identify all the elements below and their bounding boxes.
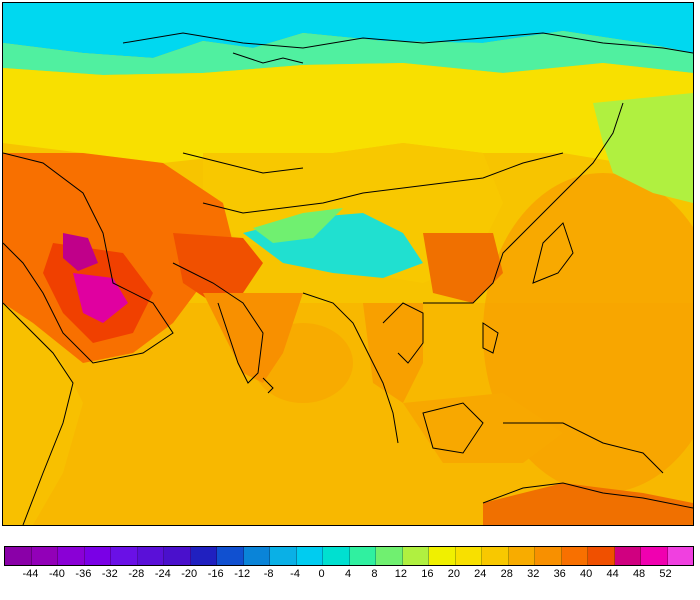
southeast-asia-land: [363, 303, 423, 403]
colorbar-segment: [535, 547, 562, 565]
colorbar-segment: [614, 547, 641, 565]
colorbar-segment: [376, 547, 403, 565]
colorbar-tick-label: 4: [344, 568, 352, 580]
colorbar-segment: [667, 547, 693, 565]
colorbar-segment: [482, 547, 509, 565]
kamchatka-cool: [593, 93, 693, 203]
colorbar-segment: [323, 547, 350, 565]
coastlines: [3, 32, 693, 525]
maritime-continent: [403, 393, 563, 463]
colorbar-segment: [561, 547, 588, 565]
colorbar-tick-label: -8: [263, 568, 274, 580]
temperature-map: [2, 2, 694, 526]
arctic-zone: [3, 3, 693, 58]
pakistan-india-hot: [173, 233, 263, 303]
colorbar-tick-label: 40: [580, 568, 593, 580]
australia-land: [483, 483, 693, 525]
colorbar-tick-label: -24: [154, 568, 171, 580]
colorbar-segment: [455, 547, 482, 565]
colorbar-segment: [217, 547, 244, 565]
colorbar-tick-label: 52: [659, 568, 672, 580]
iraq-extreme: [63, 233, 98, 271]
west-pacific-warm-pool: [483, 173, 693, 493]
colorbar-segment: [588, 547, 615, 565]
colorbar-segment: [641, 547, 668, 565]
colorbar-tick-label: -36: [75, 568, 92, 580]
subarctic-zone: [3, 31, 693, 75]
colorbar-segment: [349, 547, 376, 565]
colorbar-segment: [84, 547, 111, 565]
colorbar-segment: [111, 547, 138, 565]
colorbar-segment: [296, 547, 323, 565]
east-china-hot: [423, 233, 503, 303]
colorbar-tick-label: 44: [606, 568, 619, 580]
colorbar-tick-label: 20: [447, 568, 460, 580]
colorbar-tick-label: 12: [394, 568, 408, 580]
colorbar-tick-label: 8: [371, 568, 378, 580]
colorbar-tick-label: -20: [181, 568, 198, 580]
colorbar-segment: [243, 547, 270, 565]
colorbar-tick-label: 16: [421, 568, 434, 580]
north-asia-land: [3, 63, 693, 183]
colorbar-tick-label: -12: [234, 568, 251, 580]
africa-land: [3, 303, 83, 525]
tibet-edge: [253, 208, 343, 243]
colorbar-tick-label: 36: [553, 568, 566, 580]
colorbar-tick-label: 28: [500, 568, 513, 580]
colorbar-tick-label: 32: [527, 568, 540, 580]
colorbar-segment: [137, 547, 164, 565]
colorbar-segment: [5, 547, 32, 565]
colorbar-tick-labels: -44 -40 -36 -32 -28 -24 -20 -16 -12 -8 -4 0 4 8 12 16 20…: [4, 568, 692, 584]
colorbar-tick-label: -4: [290, 568, 300, 580]
colorbar-segment: [429, 547, 456, 565]
colorbar-tick-label: 24: [474, 568, 487, 580]
colorbar-tick-label: -44: [22, 568, 39, 580]
colorbar-segment: [270, 547, 297, 565]
colorbar-segment: [508, 547, 535, 565]
colorbar-segment: [190, 547, 217, 565]
colorbar-tick-label: -28: [128, 568, 145, 580]
colorbar: [4, 546, 694, 566]
map-canvas: [3, 3, 693, 525]
colorbar-segment: [58, 547, 85, 565]
colorbar-tick-label: 0: [318, 568, 325, 580]
colorbar-segment: [31, 547, 58, 565]
india-land: [203, 293, 303, 383]
colorbar-segment: [164, 547, 191, 565]
colorbar-tick-label: -40: [48, 568, 65, 580]
colorbar-tick-label: -32: [101, 568, 118, 580]
colorbar-tick-label: -16: [207, 568, 224, 580]
colorbar-segment: [402, 547, 429, 565]
arabia-extreme: [73, 273, 128, 323]
colorbar-tick-label: 48: [632, 568, 646, 580]
